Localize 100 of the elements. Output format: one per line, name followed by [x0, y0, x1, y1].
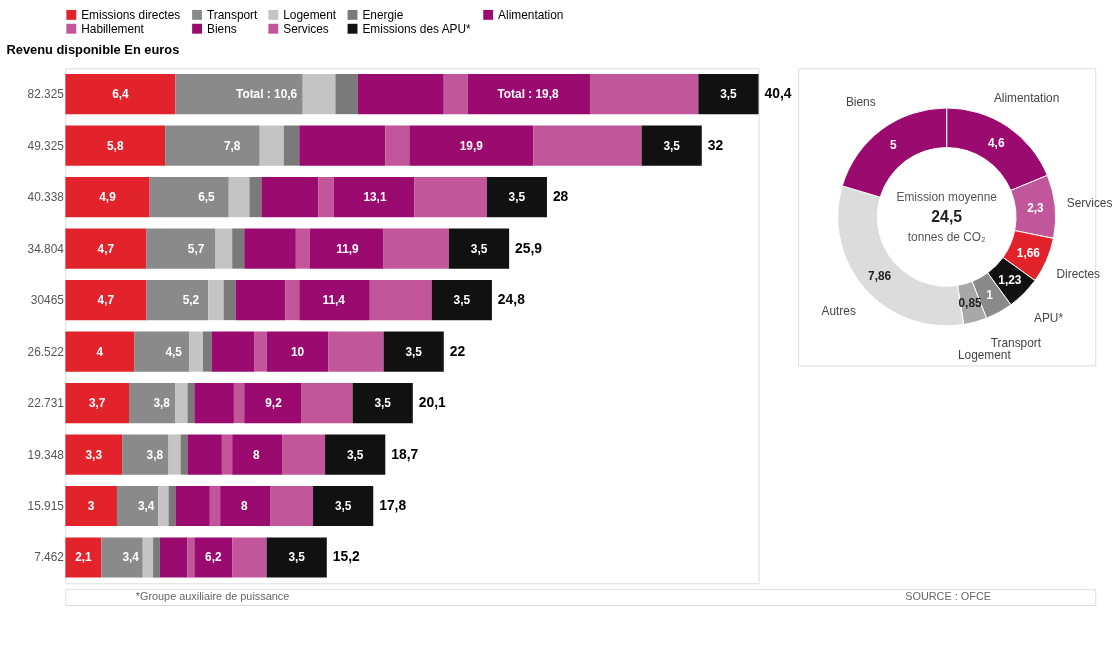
total-label: 28: [552, 188, 569, 205]
bar: [233, 382, 245, 424]
data-label: 3,5: [374, 396, 392, 411]
total-label: 40,4: [764, 85, 792, 102]
legend-label: Habillement: [81, 21, 145, 36]
bar: [134, 331, 190, 372]
total-label: 18,7: [391, 445, 419, 462]
legend-label: Biens: [206, 21, 237, 36]
bar: [533, 125, 642, 166]
bar: [175, 74, 303, 115]
bar: [299, 125, 386, 166]
bar: [249, 177, 262, 218]
bar: [187, 382, 195, 424]
y-tick-label: 19.348: [27, 447, 65, 462]
bar: [641, 125, 702, 166]
data-label: 3,5: [346, 447, 364, 462]
bar: [187, 434, 222, 475]
bar: [383, 228, 449, 269]
y-tick-label: 15.915: [27, 499, 65, 513]
total-label: 25,9: [515, 239, 543, 256]
data-label: 0,85: [958, 295, 983, 310]
slice-label: Alimentation: [993, 90, 1060, 105]
bar: [357, 74, 444, 115]
data-label: 2,1: [75, 550, 93, 565]
bar: [146, 279, 209, 321]
annotation: 11,9: [336, 241, 360, 256]
annotation: 9,2: [265, 396, 283, 411]
bar: [266, 331, 329, 372]
bar: [244, 228, 296, 269]
bar: [228, 177, 250, 218]
bar: [254, 331, 267, 372]
bar: [282, 434, 326, 475]
bar: [259, 125, 284, 166]
y-tick-label: 30465: [30, 293, 65, 308]
bar: [266, 537, 327, 578]
data-label: 1: [986, 287, 994, 302]
total-label: 17,8: [379, 497, 407, 513]
bar: [221, 434, 233, 475]
slice-label: Services: [1066, 196, 1113, 211]
bar: [65, 279, 147, 321]
bar: [385, 125, 410, 166]
bar: [318, 177, 334, 218]
bar: [383, 331, 444, 372]
data-label: 3: [87, 499, 95, 513]
bar: [65, 485, 117, 527]
legend-label: Services: [283, 21, 329, 36]
bar: [232, 537, 267, 578]
text: *Groupe auxiliaire de puissance: [135, 590, 290, 603]
data-label: 6,4: [112, 87, 130, 102]
bar: [65, 125, 166, 166]
bar: [149, 177, 229, 218]
bar: [467, 74, 590, 115]
legend-label: Alimentation: [498, 7, 564, 22]
bar: [223, 279, 236, 321]
bar: [116, 485, 159, 527]
bar: [211, 331, 255, 372]
y-tick-label: 22.731: [27, 396, 65, 411]
slice-label: Transport: [990, 335, 1042, 350]
data-label: 1,66: [1016, 245, 1041, 260]
bar: [65, 228, 147, 269]
annotation: Total : 10,6: [236, 87, 298, 102]
bar: [301, 382, 353, 424]
bar: [129, 382, 176, 424]
y-tick-label: 49.325: [27, 138, 65, 153]
bar: [295, 228, 310, 269]
data-label: 3,5: [334, 499, 352, 513]
annotation: 5,2: [182, 293, 200, 308]
legend-label: Emissions directes: [81, 7, 181, 22]
bar: [414, 177, 487, 218]
bar: [232, 228, 245, 269]
bar: [283, 125, 300, 166]
bar: [194, 537, 233, 578]
bar: [261, 177, 319, 218]
data-label: 5: [890, 138, 898, 153]
bar: [187, 537, 195, 578]
source-note: SOURCE : OFCE: [905, 590, 992, 603]
annotation: 11,4: [322, 293, 346, 308]
annotation: 3,4: [122, 550, 140, 565]
annotation: Total : 19,8: [497, 87, 560, 102]
annotation: 7,8: [223, 138, 241, 153]
data-label: 3,7: [88, 396, 106, 411]
legend-label: Emissions des APU*: [362, 21, 472, 36]
total-label: 22: [449, 342, 466, 359]
bar: [202, 331, 212, 372]
bar: [175, 485, 210, 527]
bar: [270, 485, 314, 527]
legend-label: Transport: [206, 7, 259, 22]
data-label: 4,7: [97, 241, 115, 256]
bar: [698, 74, 759, 115]
bar: [285, 279, 300, 321]
bar: [209, 485, 221, 527]
data-label: 3,5: [288, 550, 306, 565]
bar: [165, 125, 260, 166]
data-label: 3,5: [508, 190, 526, 205]
data-label: 3,5: [453, 293, 471, 308]
bar: [208, 279, 224, 321]
bar: [486, 177, 547, 218]
bar: [146, 228, 215, 269]
bar: [299, 279, 370, 321]
bar: [158, 485, 169, 527]
